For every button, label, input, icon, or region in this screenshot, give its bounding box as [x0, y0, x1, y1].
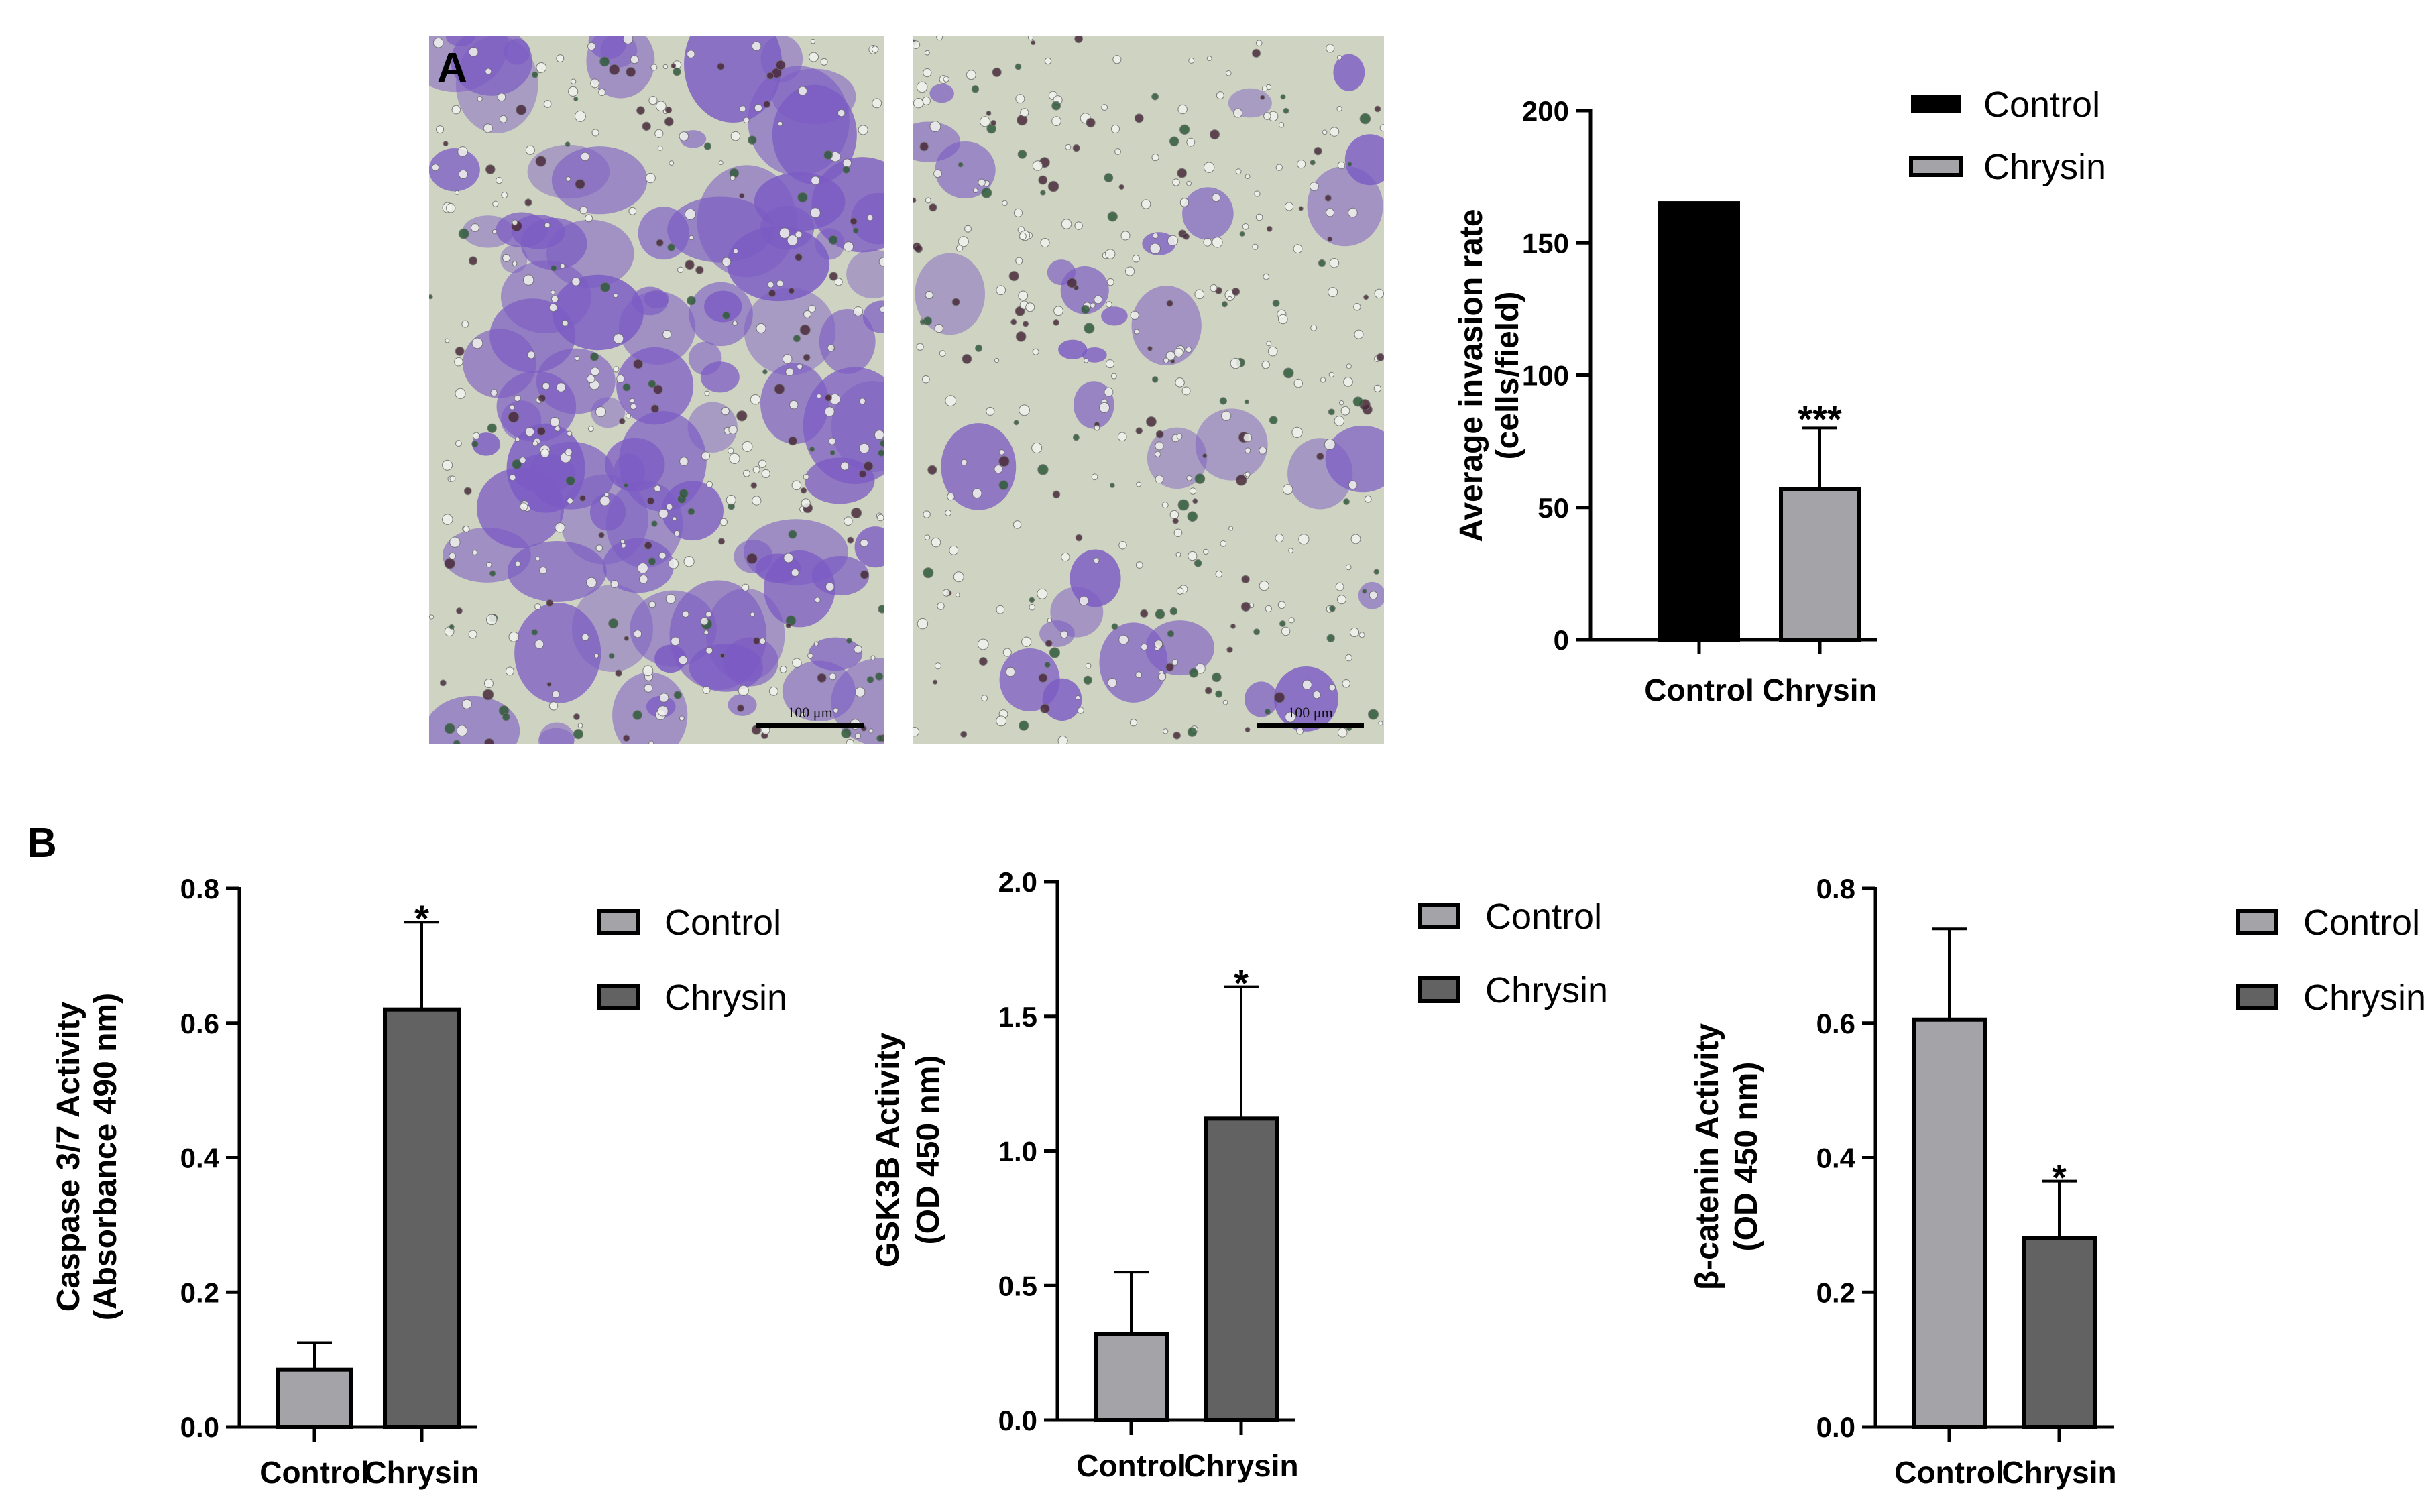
x-category-label: Chrysin [364, 1455, 479, 1490]
legend: Control Chrysin [2236, 903, 2426, 1018]
significance-marker: *** [1798, 398, 1842, 440]
y-axis-label-line-1: β-catenin Activity [1690, 1023, 1725, 1291]
legend: Control Chrysin [1909, 84, 2106, 187]
x-category-label: Control [1644, 673, 1754, 707]
y-axis-label-line-2: (cells/field) [1490, 292, 1525, 460]
legend-swatch [1911, 95, 1961, 113]
bar-control [1912, 1017, 1987, 1429]
legend-item-chrysin: Chrysin [2236, 978, 2426, 1018]
y-tick-label: 0.0 [998, 1405, 1037, 1436]
x-category-label: Control [1076, 1448, 1186, 1483]
y-axis-label-line-1: Caspase 3/7 Activity [51, 1001, 86, 1312]
chart-betacatenin: 0.00.20.40.60.8ControlChrysin*β-catenin … [1690, 873, 2426, 1490]
bar-chrysin [383, 1007, 461, 1430]
y-axis-label: β-catenin Activity (OD 450 nm) [1690, 1023, 1764, 1291]
y-tick-label: 0.0 [180, 1411, 219, 1443]
legend-swatch [1418, 903, 1460, 929]
y-tick-label: 0.6 [180, 1008, 219, 1039]
scale-bar-label: 100 μm [1287, 704, 1332, 721]
y-tick-label: 2.0 [998, 866, 1037, 898]
bar-control [276, 1367, 353, 1430]
y-axis-label-line-2: (Absorbance 490 nm) [88, 993, 123, 1320]
legend: Control Chrysin [1418, 896, 1608, 1010]
legend-swatch [1418, 976, 1460, 1003]
panel-labels: A B [27, 45, 467, 866]
legend-label: Control [2303, 903, 2420, 943]
significance-marker: * [2052, 1157, 2067, 1199]
legend-item-control: Control [1418, 896, 1602, 937]
legend-label: Control [1983, 84, 2100, 125]
y-tick-label: 0.8 [1816, 873, 1855, 905]
bar-chrysin [1204, 1116, 1279, 1422]
legend-swatch [597, 984, 640, 1010]
legend-swatch [2236, 909, 2278, 935]
y-axis-label: Caspase 3/7 Activity (Absorbance 490 nm) [51, 993, 123, 1320]
significance-marker: * [1234, 962, 1249, 1004]
legend-item-chrysin: Chrysin [597, 978, 787, 1018]
legend-label: Chrysin [664, 978, 787, 1018]
legend-label: Chrysin [1485, 970, 1608, 1010]
y-tick-label: 0.4 [180, 1143, 220, 1174]
y-tick-label: 0.8 [180, 873, 219, 905]
y-axis-label-line-2: (OD 450 nm) [911, 1055, 946, 1245]
scale-bar-label: 100 μm [787, 704, 832, 721]
y-tick-label: 200 [1522, 95, 1569, 127]
y-tick-label: 150 [1522, 227, 1569, 259]
legend-label: Control [664, 903, 781, 943]
legend-item-control: Control [597, 903, 781, 943]
micrograph-2: 100 μm [913, 36, 1384, 744]
bar-control [1094, 1332, 1169, 1423]
panel-a-label: A [437, 45, 467, 91]
legend-item-chrysin: Chrysin [1418, 970, 1608, 1010]
legend-swatch [597, 909, 640, 935]
bar-chrysin [1779, 487, 1861, 642]
y-tick-label: 1.5 [998, 1001, 1037, 1033]
y-tick-label: 100 [1522, 360, 1569, 392]
y-axis-label: GSK3B Activity (OD 450 nm) [870, 1033, 946, 1268]
legend-item-control: Control [1911, 84, 2100, 125]
micrographs: 100 μm 100 μm [429, 36, 1384, 744]
y-tick-label: 0.2 [1816, 1277, 1855, 1308]
x-category-label: Chrysin [1762, 673, 1877, 707]
x-category-label: Control [259, 1455, 369, 1490]
x-category-label: Control [1894, 1455, 2004, 1490]
legend-swatch [2236, 984, 2278, 1010]
panel-b-label: B [27, 820, 57, 866]
y-tick-label: 1.0 [998, 1136, 1037, 1167]
y-axis-label-line-1: GSK3B Activity [870, 1033, 906, 1268]
y-tick-label: 0.0 [1816, 1411, 1855, 1443]
significance-marker: * [414, 897, 429, 939]
micrograph-1: 100 μm [429, 36, 884, 744]
y-axis-label-line-1: Average invasion rate [1454, 209, 1489, 542]
bar-chrysin [2022, 1236, 2097, 1429]
legend-item-control: Control [2236, 903, 2420, 943]
y-tick-label: 0.6 [1816, 1008, 1855, 1039]
y-tick-label: 50 [1538, 492, 1569, 524]
x-category-label: Chrysin [2002, 1455, 2116, 1490]
y-tick-label: 0.5 [998, 1270, 1037, 1301]
y-tick-label: 0.4 [1816, 1143, 1856, 1174]
legend-swatch [1909, 156, 1963, 177]
y-axis-label: Average invasion rate (cells/field) [1454, 209, 1525, 542]
x-category-label: Chrysin [1183, 1448, 1298, 1483]
y-axis-label-line-2: (OD 450 nm) [1729, 1062, 1764, 1252]
legend: Control Chrysin [597, 903, 787, 1018]
legend-item-chrysin: Chrysin [1909, 147, 2106, 187]
y-tick-label: 0 [1554, 624, 1569, 656]
legend-label: Control [1485, 896, 1602, 937]
legend-label: Chrysin [1983, 147, 2106, 187]
bar-control [1658, 201, 1740, 642]
legend-label: Chrysin [2303, 978, 2426, 1018]
y-tick-label: 0.2 [180, 1277, 219, 1308]
